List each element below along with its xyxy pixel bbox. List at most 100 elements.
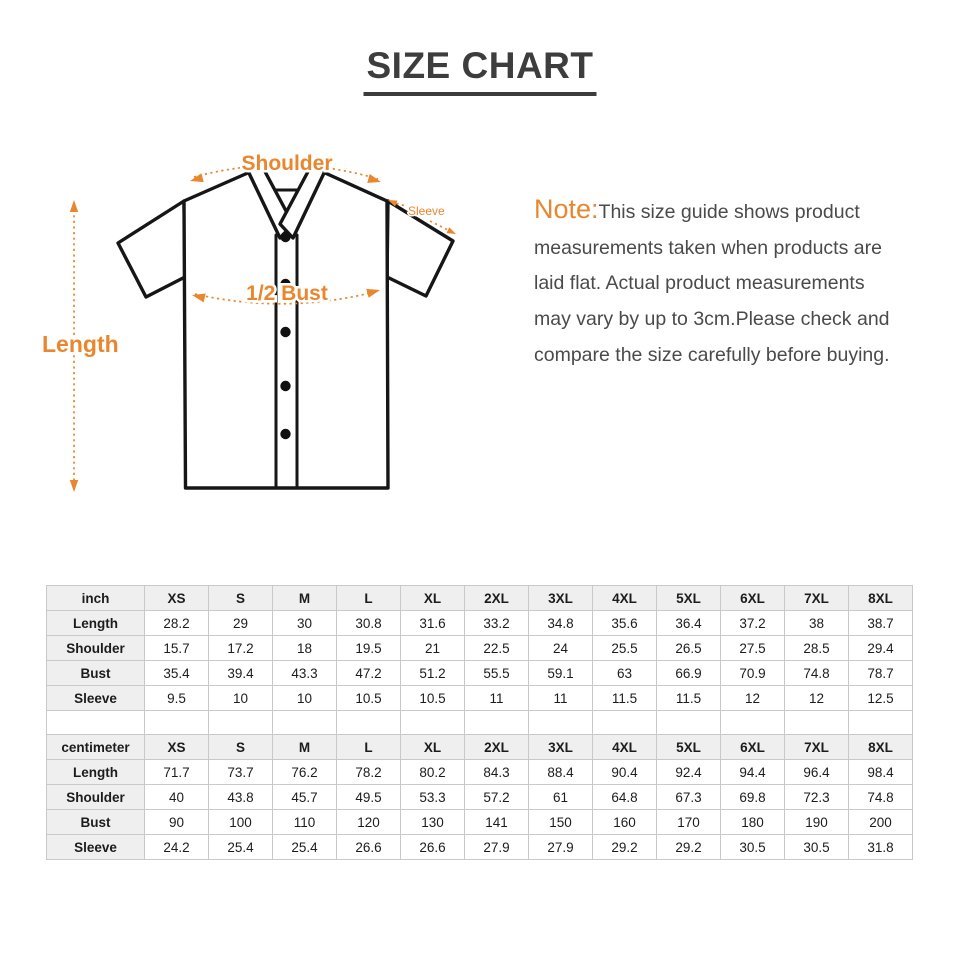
value-cell: 96.4 — [784, 759, 849, 785]
spacer-cell — [336, 710, 401, 735]
sleeve-measure-line-lower — [429, 220, 453, 233]
size-header-cell: S — [208, 734, 273, 760]
value-cell: 11 — [464, 685, 529, 711]
size-header-cell: S — [208, 585, 273, 611]
row-label-cell: Sleeve — [46, 834, 145, 860]
note-label: Note: — [534, 194, 599, 224]
value-cell: 30.8 — [336, 610, 401, 636]
value-cell: 74.8 — [784, 660, 849, 686]
value-cell: 9.5 — [144, 685, 209, 711]
measurement-row: Sleeve 9.5 10 10 10.5 10.5 11 11 11.5 11.5 12 12 12.… — [46, 685, 913, 711]
value-cell: 180 — [720, 809, 785, 835]
measurement-row: Shoulder 40 43.8 45.7 49.5 53.3 57.2 61 64.8 67.3… — [46, 784, 913, 810]
value-cell: 78.2 — [336, 759, 401, 785]
value-cell: 12.5 — [848, 685, 913, 711]
value-cell: 94.4 — [720, 759, 785, 785]
value-cell: 45.7 — [272, 784, 337, 810]
value-cell: 190 — [784, 809, 849, 835]
value-cell: 26.5 — [656, 635, 721, 661]
value-cell: 43.3 — [272, 660, 337, 686]
value-cell: 92.4 — [656, 759, 721, 785]
value-cell: 29 — [208, 610, 273, 636]
value-cell: 73.7 — [208, 759, 273, 785]
value-cell: 130 — [400, 809, 465, 835]
size-header-cell: XL — [400, 585, 465, 611]
value-cell: 90 — [144, 809, 209, 835]
value-cell: 37.2 — [720, 610, 785, 636]
value-cell: 27.9 — [528, 834, 593, 860]
value-cell: 84.3 — [464, 759, 529, 785]
value-cell: 98.4 — [848, 759, 913, 785]
measurement-row: Bust 35.4 39.4 43.3 47.2 51.2 55.5 59.1 63 66.9 70… — [46, 660, 913, 686]
value-cell: 70.9 — [720, 660, 785, 686]
value-cell: 17.2 — [208, 635, 273, 661]
spacer-cell — [784, 710, 849, 735]
size-header-cell: M — [272, 734, 337, 760]
shirt-left-sleeve — [116, 199, 187, 299]
value-cell: 57.2 — [464, 784, 529, 810]
value-cell: 29.2 — [592, 834, 657, 860]
value-cell: 120 — [336, 809, 401, 835]
bust-arrow-left-icon — [192, 293, 206, 303]
size-header-cell: 5XL — [656, 585, 721, 611]
size-header-row-centimeter: centimeter XS S M L XL 2XL 3XL 4XL 5XL 6XL 7XL 8XL — [46, 734, 913, 760]
value-cell: 30 — [272, 610, 337, 636]
value-cell: 19.5 — [336, 635, 401, 661]
shirt-button — [280, 326, 291, 338]
row-label-cell: Length — [46, 610, 145, 636]
spacer-cell — [208, 710, 273, 735]
sleeve-arrow-upper-icon — [388, 200, 398, 207]
value-cell: 90.4 — [592, 759, 657, 785]
value-cell: 10 — [208, 685, 273, 711]
value-cell: 25.4 — [272, 834, 337, 860]
shirt-button — [280, 278, 291, 290]
bust-label: 1/2 Bust — [246, 282, 328, 305]
value-cell: 35.6 — [592, 610, 657, 636]
value-cell: 26.6 — [400, 834, 465, 860]
shoulder-arrow-right-icon — [367, 173, 381, 183]
value-cell: 25.4 — [208, 834, 273, 860]
value-cell: 100 — [208, 809, 273, 835]
size-header-cell: 3XL — [528, 585, 593, 611]
note-line: compare the size carefully before buying… — [534, 343, 890, 366]
measurement-row: Shoulder 15.7 17.2 18 19.5 21 22.5 24 25.5 26.5 27… — [46, 635, 913, 661]
value-cell: 78.7 — [848, 660, 913, 686]
shirt-button — [280, 428, 291, 440]
value-cell: 150 — [528, 809, 593, 835]
size-header-row-inch: inch XS S M L XL 2XL 3XL 4XL 5XL 6XL 7XL 8XL — [46, 585, 913, 611]
spacer-cell — [528, 710, 593, 735]
bust-measure-line — [194, 290, 379, 305]
value-cell: 40 — [144, 784, 209, 810]
value-cell: 47.2 — [336, 660, 401, 686]
value-cell: 15.7 — [144, 635, 209, 661]
unit-header-cell: centimeter — [46, 734, 145, 760]
size-table: inch XS S M L XL 2XL 3XL 4XL 5XL 6XL 7XL 8XL Length 28… — [46, 585, 913, 860]
value-cell: 38.7 — [848, 610, 913, 636]
spacer-cell — [720, 710, 785, 735]
spacer-cell — [656, 710, 721, 735]
sleeve-arrow-lower-icon — [446, 227, 456, 234]
size-header-cell: 8XL — [848, 585, 913, 611]
spacer-cell — [592, 710, 657, 735]
row-label-cell: Shoulder — [46, 635, 145, 661]
value-cell: 74.8 — [848, 784, 913, 810]
measurement-row: Bust 90 100 110 120 130 141 150 160 170 180 190 200 — [46, 809, 913, 835]
value-cell: 61 — [528, 784, 593, 810]
value-cell: 200 — [848, 809, 913, 835]
value-cell: 141 — [464, 809, 529, 835]
value-cell: 64.8 — [592, 784, 657, 810]
value-cell: 67.3 — [656, 784, 721, 810]
spacer-cell — [464, 710, 529, 735]
value-cell: 43.8 — [208, 784, 273, 810]
size-header-cell: 7XL — [784, 585, 849, 611]
value-cell: 80.2 — [400, 759, 465, 785]
value-cell: 63 — [592, 660, 657, 686]
value-cell: 33.2 — [464, 610, 529, 636]
value-cell: 170 — [656, 809, 721, 835]
value-cell: 34.8 — [528, 610, 593, 636]
size-header-cell: XS — [144, 585, 209, 611]
value-cell: 12 — [784, 685, 849, 711]
value-cell: 110 — [272, 809, 337, 835]
size-header-cell: L — [336, 585, 401, 611]
